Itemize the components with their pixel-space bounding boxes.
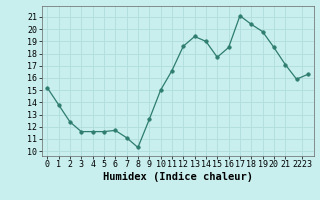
X-axis label: Humidex (Indice chaleur): Humidex (Indice chaleur) (103, 172, 252, 182)
